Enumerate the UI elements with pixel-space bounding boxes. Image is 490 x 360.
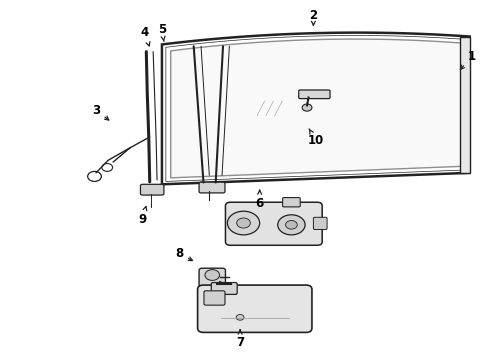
Circle shape	[278, 215, 305, 235]
Polygon shape	[171, 39, 461, 178]
FancyBboxPatch shape	[199, 268, 225, 290]
Circle shape	[236, 315, 244, 320]
Text: 5: 5	[158, 23, 166, 41]
Circle shape	[227, 211, 260, 235]
Circle shape	[237, 218, 250, 228]
FancyBboxPatch shape	[283, 198, 300, 207]
Text: 4: 4	[141, 27, 150, 46]
Text: 10: 10	[308, 129, 324, 147]
Text: 2: 2	[309, 9, 318, 25]
FancyBboxPatch shape	[299, 90, 330, 99]
FancyBboxPatch shape	[211, 283, 237, 294]
Text: 8: 8	[175, 247, 193, 261]
FancyBboxPatch shape	[197, 285, 312, 332]
Text: 7: 7	[236, 330, 244, 348]
Text: 3: 3	[92, 104, 109, 120]
FancyBboxPatch shape	[199, 182, 225, 193]
FancyBboxPatch shape	[141, 184, 164, 195]
Text: 9: 9	[138, 206, 147, 226]
Circle shape	[205, 270, 220, 280]
Circle shape	[302, 104, 312, 111]
Polygon shape	[460, 37, 470, 173]
FancyBboxPatch shape	[314, 217, 327, 229]
Circle shape	[286, 221, 297, 229]
Text: 6: 6	[255, 190, 264, 210]
FancyBboxPatch shape	[225, 202, 322, 245]
Text: 1: 1	[460, 50, 476, 69]
FancyBboxPatch shape	[204, 291, 225, 305]
